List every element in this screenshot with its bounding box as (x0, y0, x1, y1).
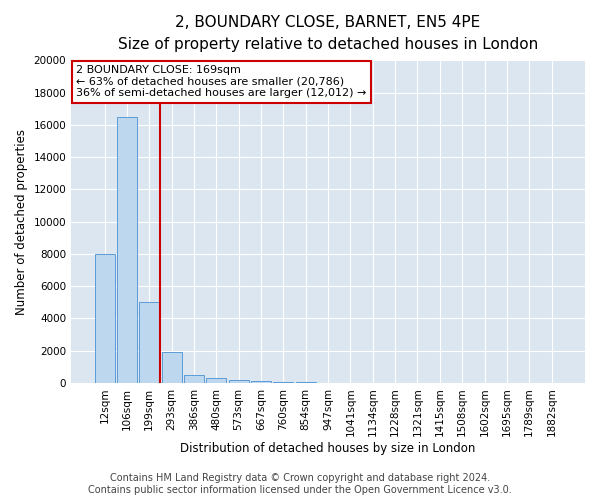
X-axis label: Distribution of detached houses by size in London: Distribution of detached houses by size … (181, 442, 476, 455)
Bar (229, 380, 249, 383)
Bar (251, 381, 271, 383)
Bar (117, 117, 137, 383)
Bar (206, 378, 226, 383)
Text: Contains HM Land Registry data © Crown copyright and database right 2024.
Contai: Contains HM Land Registry data © Crown c… (88, 474, 512, 495)
Bar (95, 254, 115, 383)
Bar (296, 382, 316, 383)
Bar (161, 352, 182, 383)
Bar (139, 302, 160, 383)
Y-axis label: Number of detached properties: Number of detached properties (15, 128, 28, 314)
Bar (184, 375, 204, 383)
Text: 2 BOUNDARY CLOSE: 169sqm
← 63% of detached houses are smaller (20,786)
36% of se: 2 BOUNDARY CLOSE: 169sqm ← 63% of detach… (76, 65, 367, 98)
Title: 2, BOUNDARY CLOSE, BARNET, EN5 4PE
Size of property relative to detached houses : 2, BOUNDARY CLOSE, BARNET, EN5 4PE Size … (118, 15, 538, 52)
Bar (274, 382, 293, 383)
